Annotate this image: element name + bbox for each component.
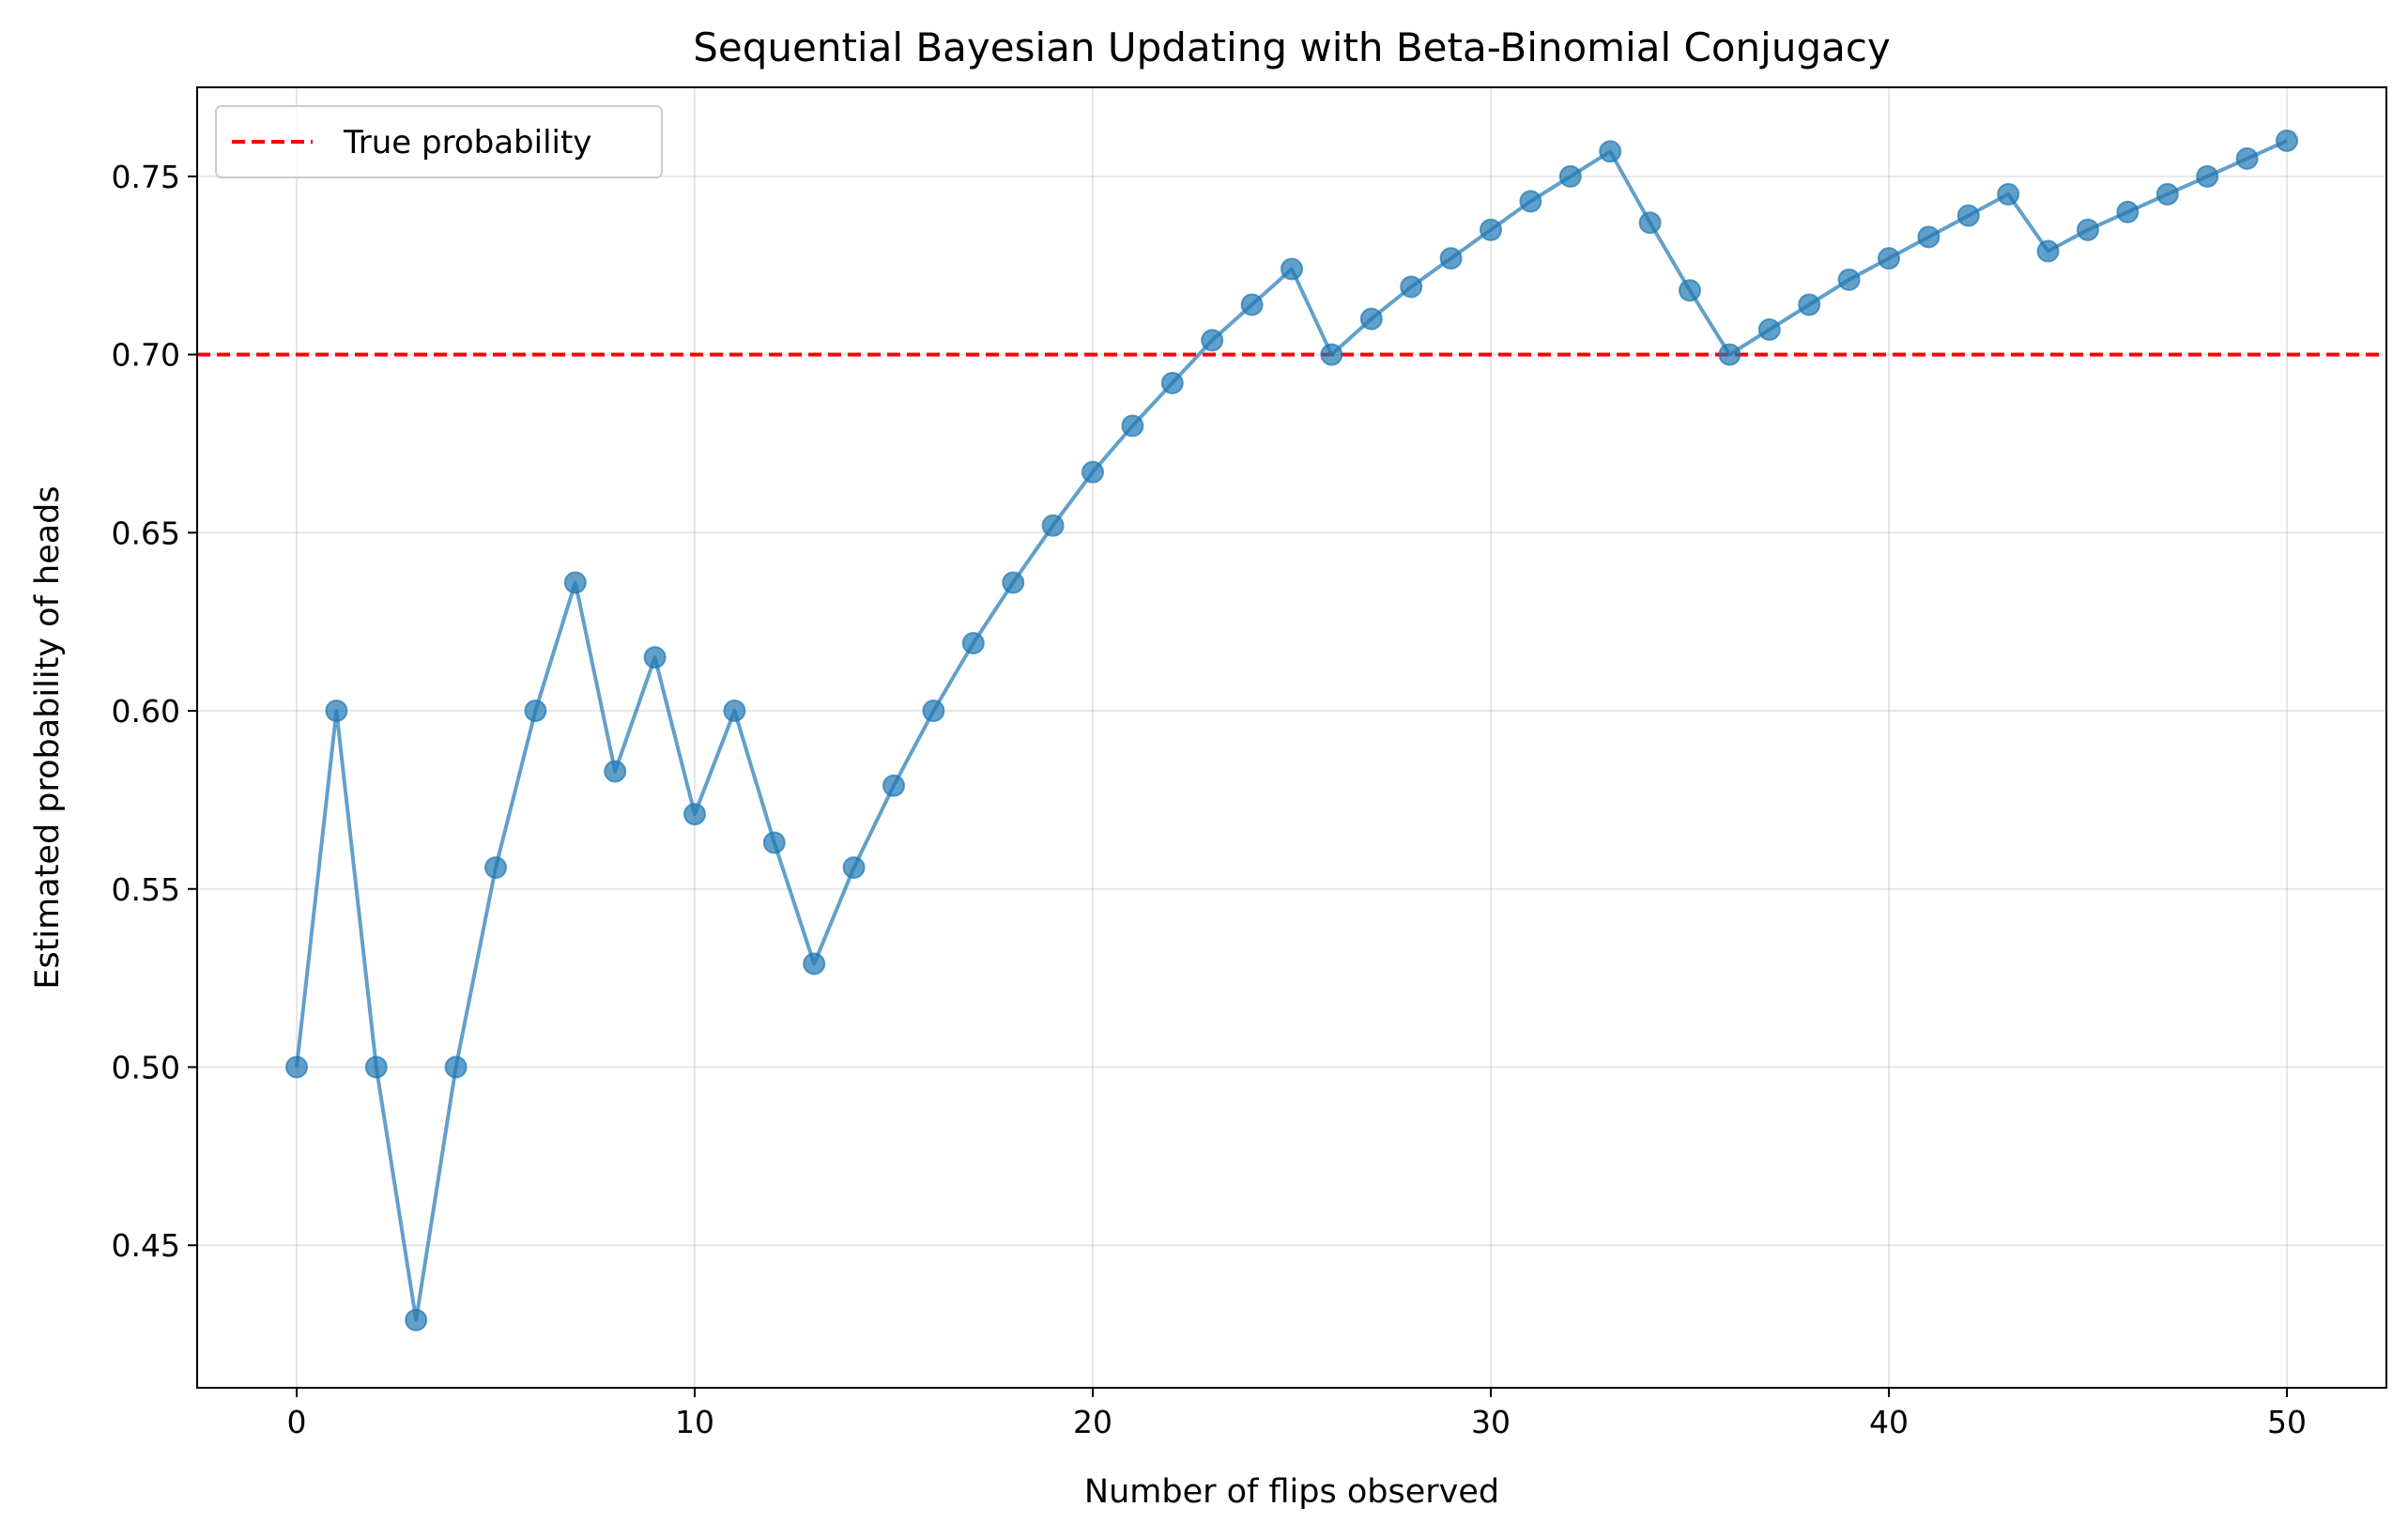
data-point (1997, 182, 2020, 206)
chart-title: Sequential Bayesian Updating with Beta-B… (693, 24, 1891, 70)
data-point (1081, 460, 1104, 484)
data-point (1798, 293, 1821, 316)
data-point (524, 700, 547, 723)
legend-box (215, 105, 663, 178)
y-axis-label: Estimated probability of heads (29, 485, 67, 989)
data-point (1320, 343, 1343, 366)
legend-label-true-probability: True probability (343, 124, 591, 161)
data-point (1201, 329, 1224, 352)
x-tick-label: 50 (2267, 1404, 2307, 1440)
data-point (643, 646, 667, 669)
data-point (2077, 218, 2099, 241)
data-point (1121, 414, 1144, 438)
y-tick-label: 0.55 (112, 871, 180, 908)
data-point (762, 831, 786, 854)
data-point (364, 1055, 388, 1079)
data-point (2196, 164, 2219, 188)
data-point (1558, 164, 1582, 188)
data-point (1718, 343, 1741, 366)
x-tick-label: 0 (287, 1404, 307, 1440)
data-point (484, 856, 507, 879)
data-point (563, 571, 587, 594)
y-tick-label: 0.75 (112, 159, 180, 195)
data-point (2276, 129, 2298, 152)
y-tick-label: 0.65 (112, 515, 180, 551)
x-tick-label: 40 (1869, 1404, 1909, 1440)
data-point (1480, 218, 1502, 241)
data-point (1240, 293, 1264, 316)
x-tick-label: 20 (1073, 1404, 1112, 1440)
data-point (2155, 182, 2179, 206)
data-point (1638, 211, 1662, 235)
data-point (1041, 514, 1065, 537)
y-tick-label: 0.70 (112, 337, 180, 374)
data-point (1757, 318, 1781, 342)
data-point (882, 774, 905, 797)
data-point (405, 1308, 428, 1331)
data-point (285, 1055, 308, 1079)
data-point (961, 631, 985, 654)
data-point (1002, 571, 1025, 594)
axis-ticks: 0 10 20 30 40 50 0.45 0.50 0.55 0.60 0.65 0.70 0.75 (112, 159, 2307, 1440)
data-point (1878, 247, 1900, 270)
data-point (842, 856, 866, 879)
x-tick-label: 10 (675, 1404, 714, 1440)
y-tick-label: 0.60 (112, 693, 180, 730)
data-point (2235, 146, 2259, 170)
data-point (444, 1055, 468, 1079)
data-point (325, 700, 348, 723)
y-tick-label: 0.45 (112, 1227, 180, 1264)
data-point (1956, 204, 1980, 227)
x-tick-label: 30 (1471, 1404, 1511, 1440)
data-point (1599, 140, 1622, 163)
y-tick-label: 0.50 (112, 1049, 180, 1085)
data-point (1679, 279, 1701, 302)
data-point (1359, 307, 1383, 331)
data-point (803, 952, 826, 976)
data-point (2036, 239, 2060, 263)
legend: True probability (215, 105, 663, 178)
data-point (922, 700, 945, 723)
data-point (683, 803, 706, 826)
plot-frame (196, 86, 2387, 1389)
data-point (1439, 247, 1463, 270)
data-point (604, 760, 627, 783)
data-point (1400, 275, 1423, 299)
data-point (1837, 268, 1861, 291)
data-point (2116, 200, 2140, 223)
data-point (1519, 190, 1542, 213)
data-point (1917, 225, 1940, 249)
x-axis-label: Number of flips observed (1084, 1473, 1499, 1511)
series-group (285, 129, 2298, 1331)
data-point (723, 700, 746, 723)
data-point (1160, 371, 1184, 394)
data-point (1281, 257, 1303, 281)
